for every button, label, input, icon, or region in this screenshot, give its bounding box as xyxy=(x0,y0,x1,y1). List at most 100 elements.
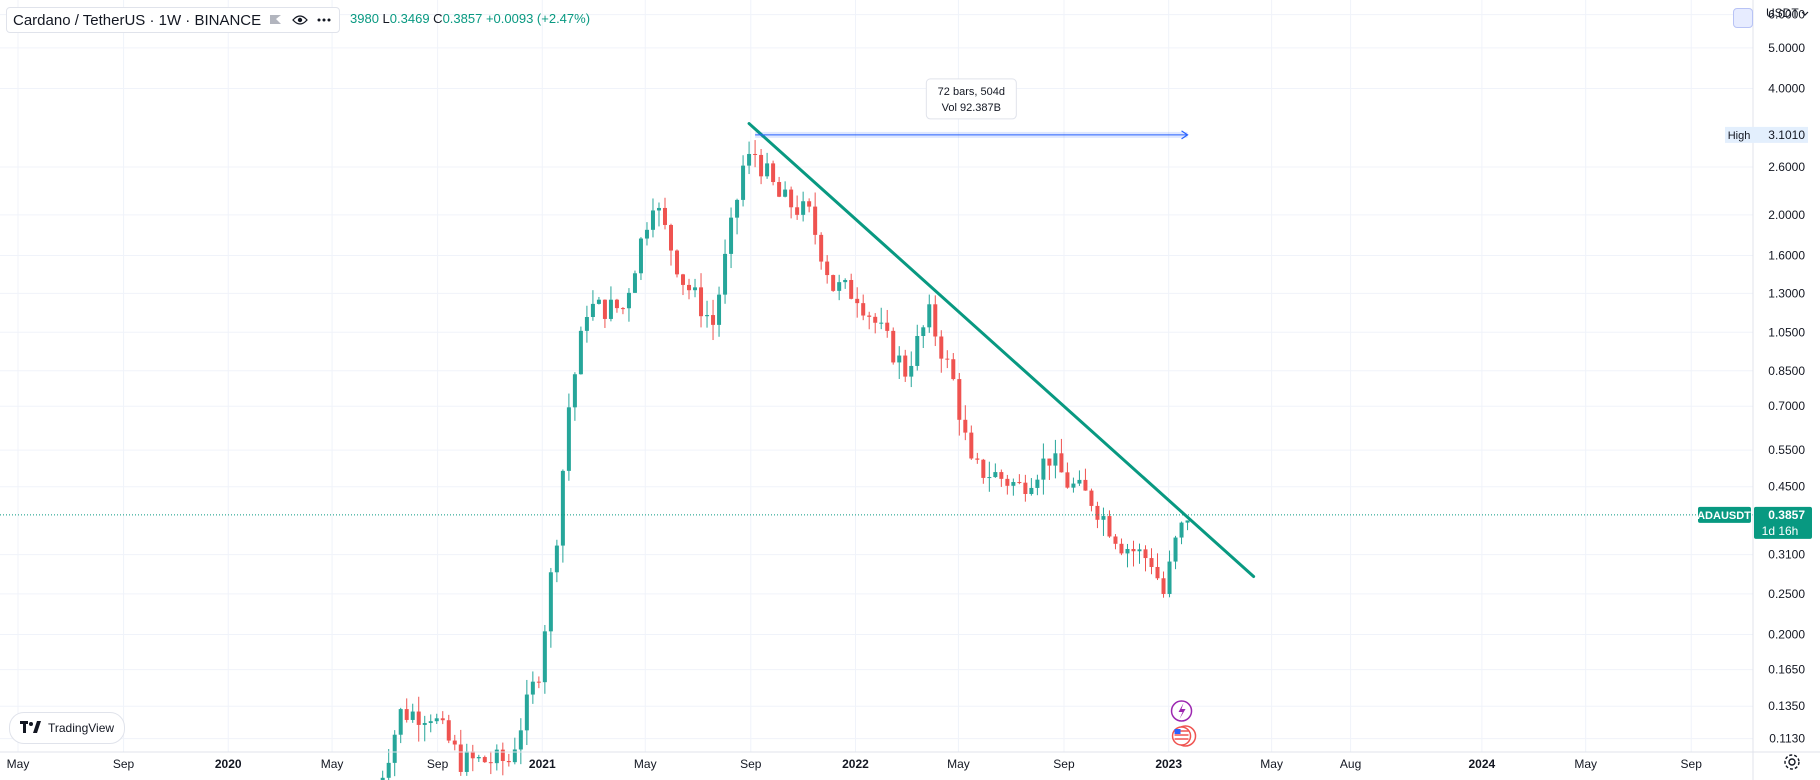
candle-body xyxy=(506,761,511,763)
candle-body xyxy=(650,210,655,230)
lightning-icon xyxy=(1170,700,1193,722)
candle-body xyxy=(404,709,409,720)
candle-body xyxy=(693,287,698,291)
candle-body xyxy=(963,419,968,433)
candle-body xyxy=(416,711,421,725)
candle-body xyxy=(789,189,794,208)
candle-body xyxy=(560,470,565,546)
close-value: 0.3857 xyxy=(442,11,483,26)
candle-body xyxy=(584,316,589,331)
candle-body xyxy=(753,153,758,155)
candle-body xyxy=(614,299,619,309)
candle-body xyxy=(813,206,818,235)
y-tick-label: 2.0000 xyxy=(1768,208,1805,222)
candle-body xyxy=(723,253,728,295)
candle-body xyxy=(939,336,944,359)
candle-body xyxy=(1179,522,1184,538)
candle-body xyxy=(1101,516,1106,520)
candle-body xyxy=(957,379,962,420)
candle-body xyxy=(903,355,908,377)
candle-body xyxy=(1185,520,1190,523)
candle-body xyxy=(662,207,667,225)
candle-body xyxy=(699,287,704,317)
y-tick-label: 1.3000 xyxy=(1768,286,1805,300)
more-icon[interactable] xyxy=(315,11,333,29)
candle-body xyxy=(386,762,391,778)
flag-icon[interactable] xyxy=(267,11,285,29)
candle-body xyxy=(524,694,529,731)
candle-body xyxy=(452,740,457,745)
candle-body xyxy=(578,330,583,375)
x-tick-label: Sep xyxy=(1053,757,1075,771)
candle-body xyxy=(536,681,541,683)
candle-body xyxy=(1119,543,1124,554)
candle-body xyxy=(1053,453,1058,466)
currency-selector[interactable]: USDT xyxy=(1766,6,1809,20)
x-tick-label: Sep xyxy=(427,757,449,771)
candle-body xyxy=(1149,558,1154,567)
candle-body xyxy=(837,282,842,291)
x-tick-label: Aug xyxy=(1340,757,1361,771)
x-tick-label: 2024 xyxy=(1469,757,1496,771)
ohlc-readout: 3980 L0.3469 C0.3857 +0.0093 (+2.47%) xyxy=(350,11,590,26)
candle-body xyxy=(897,355,902,363)
candle-body xyxy=(765,163,770,177)
gear-icon[interactable] xyxy=(1782,752,1802,772)
overlays: 72 bars, 504d Vol 92.387B xyxy=(0,78,1753,747)
price-tag-value: 0.3857 xyxy=(1768,508,1805,522)
y-tick-label: 0.7000 xyxy=(1768,399,1805,413)
candle-body xyxy=(668,224,673,251)
candle-body xyxy=(705,315,710,317)
candle-body xyxy=(440,718,445,721)
trendline xyxy=(747,122,1256,579)
candle-body xyxy=(428,721,433,724)
candle-body xyxy=(422,723,427,725)
candle-body xyxy=(681,274,686,285)
candle-body xyxy=(951,359,956,380)
countdown-label: 1d 16h xyxy=(1762,524,1799,538)
candle-body xyxy=(711,315,716,325)
candle-body xyxy=(1083,479,1088,491)
x-tick-label: May xyxy=(321,757,344,771)
x-tick-label: May xyxy=(7,757,30,771)
y-tick-label: 4.0000 xyxy=(1768,81,1805,95)
eye-icon[interactable] xyxy=(291,11,309,29)
y-tick-label: 0.2000 xyxy=(1768,628,1805,642)
candle-body xyxy=(500,749,505,762)
chart-layout-button[interactable] xyxy=(1733,8,1753,28)
tradingview-badge[interactable]: TradingView xyxy=(9,712,126,744)
candle-body xyxy=(1167,561,1172,594)
candle-body xyxy=(909,365,914,377)
candle-body xyxy=(638,238,643,274)
candle-body xyxy=(380,777,385,780)
candle-body xyxy=(915,336,920,366)
candle-body xyxy=(987,477,992,479)
chevron-down-icon xyxy=(1801,6,1809,20)
candle-body xyxy=(1047,458,1052,466)
candle-body xyxy=(470,751,475,759)
candle-body xyxy=(1161,578,1166,594)
close-label: C xyxy=(433,11,443,26)
candle-body xyxy=(1107,516,1112,537)
symbol-legend[interactable]: Cardano / TetherUS · 1W · BINANCE xyxy=(6,7,341,33)
candle-body xyxy=(927,304,932,328)
tradingview-logo-icon xyxy=(20,720,42,736)
symbol-tag: ADAUSDT xyxy=(1697,510,1751,522)
grid xyxy=(0,0,1753,752)
us-flag-icon xyxy=(1171,725,1197,747)
candles xyxy=(380,140,1190,780)
candle-body xyxy=(494,749,499,764)
candle-body xyxy=(891,330,896,363)
candle-body xyxy=(687,284,692,291)
x-tick-label: 2020 xyxy=(215,757,242,771)
candle-body xyxy=(921,327,926,337)
high-value-box xyxy=(1753,126,1808,143)
candle-body xyxy=(975,458,980,460)
x-tick-label: May xyxy=(634,757,657,771)
candle-body xyxy=(729,217,734,254)
symbol-tag-box xyxy=(1698,506,1751,523)
currency-label: USDT xyxy=(1766,6,1799,20)
x-tick-label: Sep xyxy=(1681,757,1703,771)
candle-body xyxy=(675,250,680,275)
